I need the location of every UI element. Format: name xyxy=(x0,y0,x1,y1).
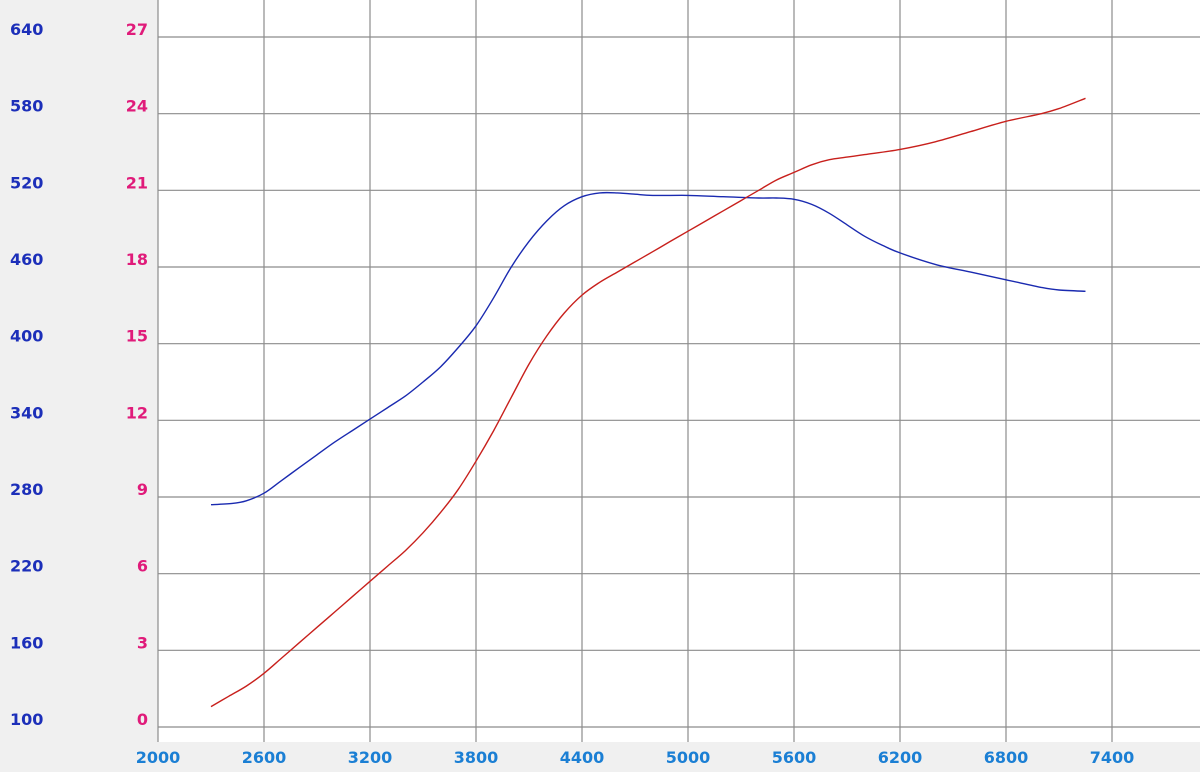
left-axis-tick-label: 580 xyxy=(10,97,43,116)
grid-lines xyxy=(157,0,1200,742)
series-line-left-axis xyxy=(210,191,1086,506)
x-axis-tick-label: 2600 xyxy=(242,748,287,767)
x-axis-tick-label: 7400 xyxy=(1090,748,1135,767)
left-axis-tick-label: 520 xyxy=(10,173,43,192)
x-axis-tick-label: 3200 xyxy=(348,748,393,767)
left-axis-tick-label: 460 xyxy=(10,250,43,269)
right-axis-tick-label: 12 xyxy=(126,403,148,422)
x-axis-tick-label: 4400 xyxy=(560,748,605,767)
right-axis-tick-label: 24 xyxy=(126,97,148,116)
x-axis-tick-label: 2000 xyxy=(136,748,181,767)
right-axis-tick-label: 21 xyxy=(126,173,148,192)
x-axis-tick-label: 6200 xyxy=(878,748,923,767)
left-axis-tick-label: 400 xyxy=(10,327,43,346)
x-axis-tick-label: 6800 xyxy=(984,748,1029,767)
left-axis-tick-label: 160 xyxy=(10,633,43,652)
plot-area xyxy=(158,0,1200,742)
right-axis-tick-label: 18 xyxy=(126,250,148,269)
right-axis-tick-label: 27 xyxy=(126,20,148,39)
series-group xyxy=(210,97,1086,708)
right-axis-tick-label: 9 xyxy=(137,480,148,499)
left-axis-tick-label: 280 xyxy=(10,480,43,499)
x-axis-tick-label: 3800 xyxy=(454,748,499,767)
left-axis-tick-label: 640 xyxy=(10,20,43,39)
right-axis-tick-label: 3 xyxy=(137,633,148,652)
right-axis-tick-label: 15 xyxy=(126,327,148,346)
right-axis-tick-label: 6 xyxy=(137,557,148,576)
series-line-right-axis xyxy=(210,97,1086,708)
x-axis-tick-labels: 2000 2600 3200 3800 4400 5000 5600 6200 6800 7400 xyxy=(136,748,1135,767)
left-axis-tick-label: 340 xyxy=(10,403,43,422)
right-axis-tick-label: 0 xyxy=(137,710,148,729)
x-axis-tick-label: 5600 xyxy=(772,748,817,767)
left-axis-tick-label: 220 xyxy=(10,557,43,576)
left-axis-tick-label: 100 xyxy=(10,710,43,729)
x-axis-tick-label: 5000 xyxy=(666,748,711,767)
left-axis-tick-labels: 640 580 520 460 400 340 280 220 160 100 xyxy=(10,20,43,729)
right-axis-tick-labels: 27 24 21 18 15 12 9 6 3 0 xyxy=(126,20,148,729)
